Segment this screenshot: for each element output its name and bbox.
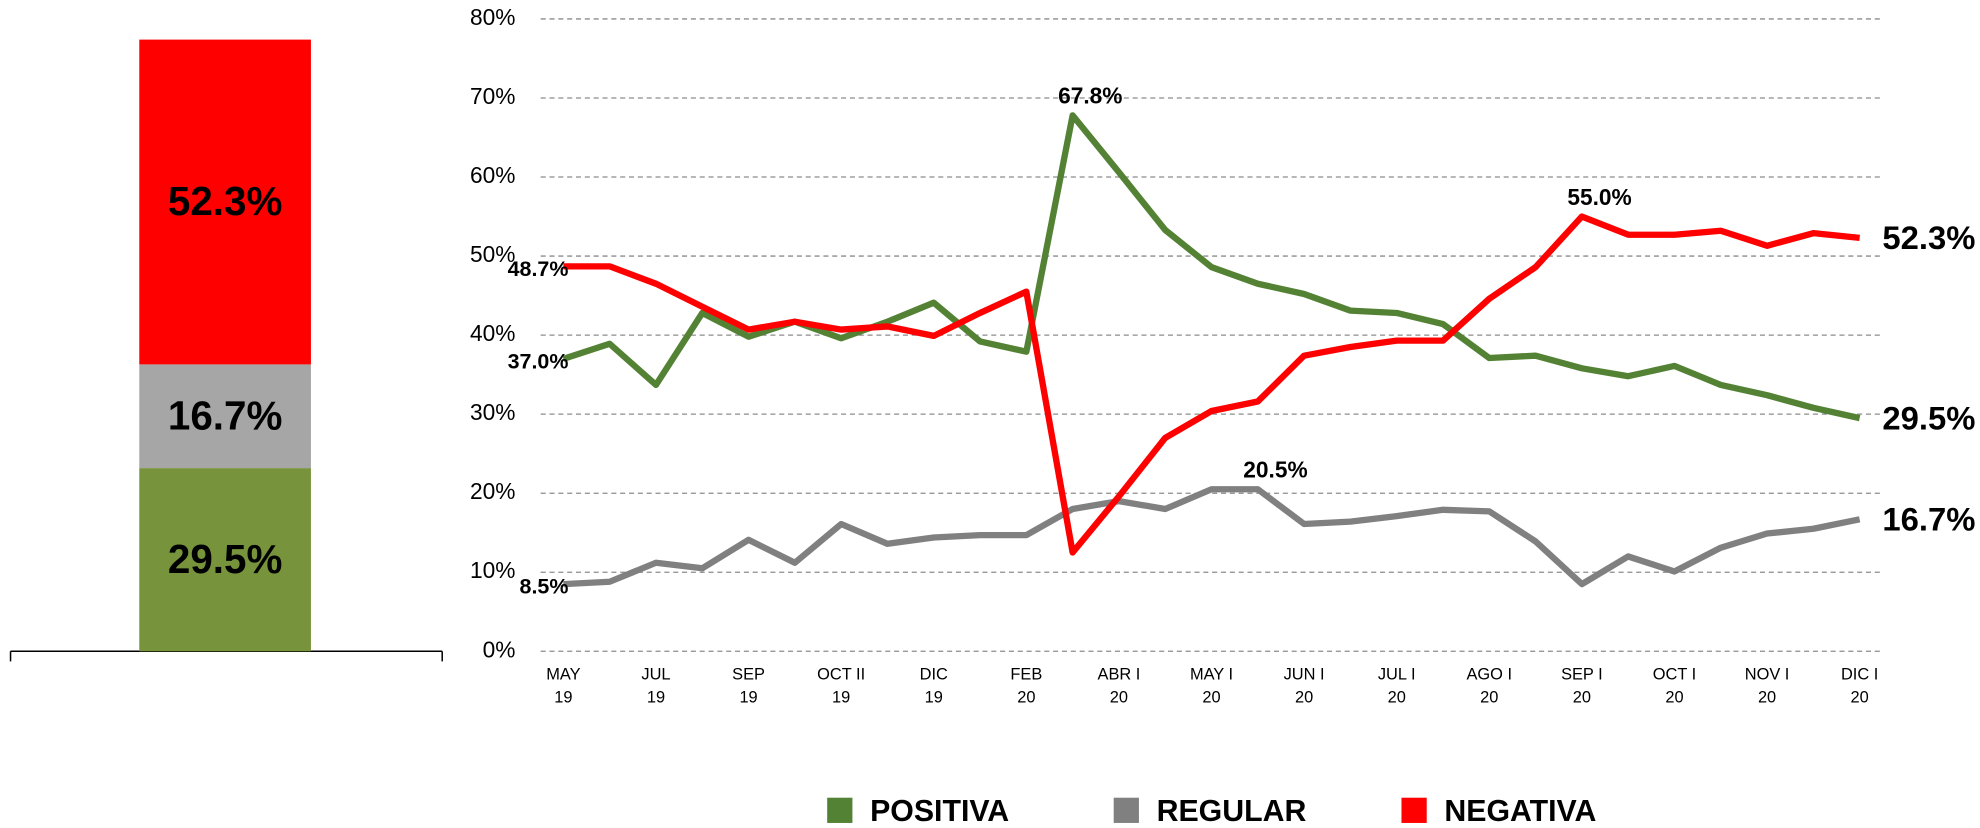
value-label: 29.5% [1882, 399, 1975, 436]
value-label: 8.5% [520, 575, 569, 599]
legend-swatch [827, 797, 853, 823]
bar-value-label: 16.7% [168, 392, 282, 438]
value-label: 48.7% [508, 257, 569, 281]
x-tick-label: 19 [647, 688, 665, 706]
y-tick-label: 50% [470, 241, 515, 267]
legend-label: REGULAR [1157, 795, 1307, 828]
x-tick-label: 20 [1110, 688, 1128, 706]
y-tick-label: 40% [470, 320, 515, 346]
x-tick-label: OCT II [817, 666, 865, 684]
bar-value-label: 52.3% [168, 178, 282, 224]
y-tick-label: 30% [470, 399, 515, 425]
y-tick-label: 60% [470, 162, 515, 188]
x-tick-label: 20 [1202, 688, 1220, 706]
y-tick-label: 0% [483, 636, 516, 662]
x-tick-label: AGO I [1467, 666, 1513, 684]
y-tick-label: 10% [470, 557, 515, 583]
x-tick-label: FEB [1010, 666, 1042, 684]
y-tick-label: 20% [470, 478, 515, 504]
legend-swatch [1113, 797, 1139, 823]
value-label: 37.0% [508, 349, 569, 373]
x-tick-label: MAY [546, 666, 580, 684]
x-tick-label: 20 [1388, 688, 1406, 706]
x-tick-label: 20 [1017, 688, 1035, 706]
legend-swatch [1401, 797, 1427, 823]
y-tick-label: 80% [470, 4, 515, 30]
x-tick-label: 19 [925, 688, 943, 706]
bar-segment [139, 468, 311, 652]
x-tick-label: NOV I [1745, 666, 1790, 684]
x-tick-label: SEP I [1561, 666, 1603, 684]
x-tick-label: OCT I [1653, 666, 1696, 684]
value-label: 20.5% [1243, 457, 1307, 483]
value-label: 16.7% [1882, 500, 1975, 537]
value-label: 52.3% [1882, 219, 1975, 256]
x-tick-label: DIC I [1841, 666, 1878, 684]
bar-segment [139, 364, 311, 469]
x-tick-label: 20 [1573, 688, 1591, 706]
x-tick-label: DIC [920, 666, 948, 684]
bar-segment [139, 39, 311, 365]
x-tick-label: 20 [1295, 688, 1313, 706]
x-tick-label: 19 [554, 688, 572, 706]
y-tick-label: 70% [470, 83, 515, 109]
x-tick-label: MAY I [1190, 666, 1233, 684]
x-tick-label: 19 [832, 688, 850, 706]
line-series [563, 213, 1860, 556]
x-tick-label: 20 [1665, 688, 1683, 706]
line-series [563, 486, 1861, 588]
x-tick-label: ABR I [1098, 666, 1141, 684]
x-tick-label: JUN I [1284, 666, 1325, 684]
x-tick-label: JUL [641, 666, 670, 684]
legend-label: POSITIVA [870, 795, 1009, 828]
x-tick-label: 20 [1758, 688, 1776, 706]
x-tick-label: 20 [1480, 688, 1498, 706]
value-label: 67.8% [1058, 83, 1122, 109]
legend-label: NEGATIVA [1444, 795, 1596, 828]
bar-value-label: 29.5% [168, 536, 282, 582]
x-tick-label: 20 [1851, 688, 1869, 706]
x-tick-label: JUL I [1378, 666, 1416, 684]
value-label: 55.0% [1567, 184, 1631, 210]
x-tick-label: SEP [732, 666, 765, 684]
x-tick-label: 19 [739, 688, 757, 706]
line-series [562, 112, 1861, 422]
